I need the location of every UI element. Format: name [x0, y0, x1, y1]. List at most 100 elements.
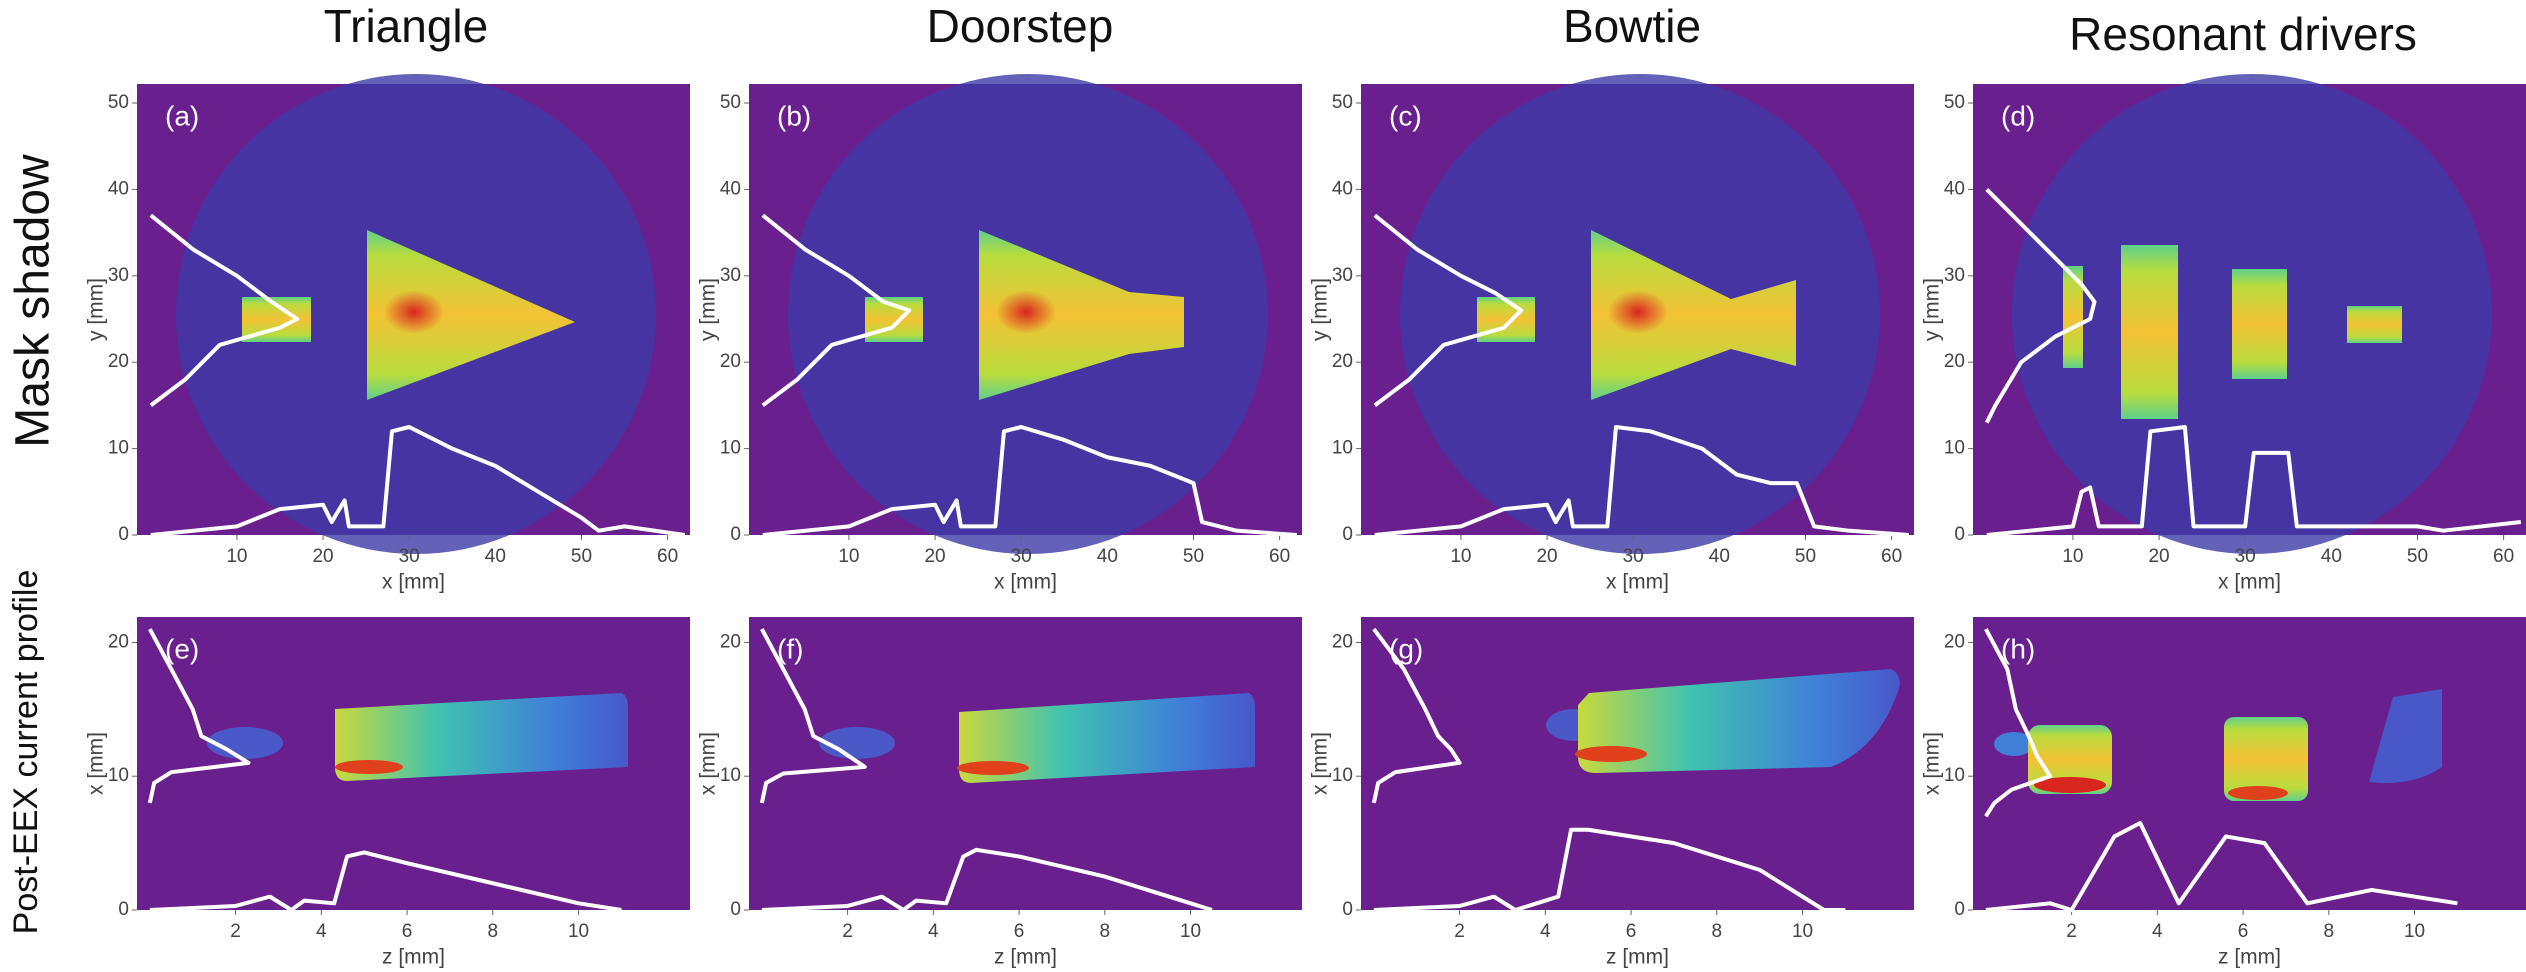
x-tick-label: 60 [2493, 546, 2514, 567]
x-tick-label: 2 [2066, 921, 2077, 942]
y-tick-label: 50 [1332, 92, 1353, 113]
y-tick-label: 10 [1332, 438, 1353, 459]
y-tick-label: 20 [1944, 631, 1965, 652]
x-tick-label: 8 [488, 921, 499, 942]
x-tick-label: 10 [2062, 546, 2083, 567]
x-tick-label: 10 [1792, 921, 1813, 942]
x-tick-label: 2 [1454, 921, 1465, 942]
figure: Triangle Doorstep Bowtie Resonant driver… [0, 0, 2526, 972]
x-tick-label: 20 [2148, 546, 2169, 567]
y-tick-label: 0 [1342, 524, 1353, 545]
y-tick-label: 0 [730, 524, 741, 545]
x-tick-label: 60 [1269, 546, 1290, 567]
shadow-shape [1477, 297, 1535, 342]
y-tick-label: 40 [720, 178, 741, 199]
shadow-shape [2121, 245, 2178, 419]
y-tick-label: 20 [108, 351, 129, 372]
y-axis-label: x [mm] [697, 732, 720, 795]
hot-spot [1608, 290, 1668, 334]
y-tick-label: 20 [720, 351, 741, 372]
row-title: Mask shadow [7, 154, 60, 448]
hot-spot [957, 761, 1029, 775]
y-tick-label: 10 [720, 765, 741, 786]
x-tick-label: 8 [1100, 921, 1111, 942]
y-tick-label: 0 [730, 899, 741, 920]
panel-label: (a) [165, 100, 199, 131]
x-tick-label: 4 [316, 921, 327, 942]
x-axis-label: x [mm] [994, 571, 1057, 594]
x-tick-label: 20 [312, 546, 333, 567]
y-axis-label: x [mm] [85, 732, 108, 795]
x-tick-label: 6 [2238, 921, 2249, 942]
panel-label: (c) [1389, 100, 1422, 131]
x-tick-label: 50 [1795, 546, 1816, 567]
x-axis-label: x [mm] [382, 571, 445, 594]
x-tick-label: 10 [2404, 921, 2425, 942]
x-axis-label: z [mm] [2218, 946, 2281, 969]
hot-spot [1575, 746, 1647, 762]
y-tick-label: 10 [1332, 765, 1353, 786]
y-tick-label: 20 [108, 631, 129, 652]
x-axis-label: z [mm] [1606, 946, 1669, 969]
panel-label: (h) [2001, 633, 2035, 664]
column-title: Triangle [324, 0, 488, 52]
x-tick-label: 20 [1536, 546, 1557, 567]
y-tick-label: 20 [1332, 631, 1353, 652]
x-tick-label: 40 [2321, 546, 2342, 567]
x-tick-label: 40 [1709, 546, 1730, 567]
x-tick-label: 20 [924, 546, 945, 567]
y-axis-label: y [mm] [1921, 278, 1944, 341]
x-tick-label: 2 [842, 921, 853, 942]
x-tick-label: 4 [1540, 921, 1551, 942]
y-tick-label: 30 [1944, 265, 1965, 286]
x-tick-label: 30 [2235, 546, 2256, 567]
column-title: Doorstep [927, 0, 1114, 52]
x-tick-label: 10 [1180, 921, 1201, 942]
x-tick-label: 30 [1623, 546, 1644, 567]
y-tick-label: 10 [1944, 438, 1965, 459]
x-tick-label: 10 [838, 546, 859, 567]
shadow-shape [2347, 306, 2402, 343]
x-tick-label: 40 [1097, 546, 1118, 567]
y-tick-label: 10 [1944, 765, 1965, 786]
x-tick-label: 50 [2407, 546, 2428, 567]
hot-spot [384, 290, 444, 334]
x-tick-label: 4 [928, 921, 939, 942]
panel-label: (f) [777, 633, 803, 664]
x-tick-label: 10 [226, 546, 247, 567]
hot-spot [2228, 786, 2288, 800]
y-axis-label: y [mm] [1309, 278, 1332, 341]
y-tick-label: 30 [1332, 265, 1353, 286]
panel-label: (g) [1389, 633, 1423, 664]
panel-label: (e) [165, 633, 199, 664]
y-tick-label: 40 [1944, 178, 1965, 199]
x-tick-label: 50 [1183, 546, 1204, 567]
y-tick-label: 10 [720, 438, 741, 459]
shadow-shape [2232, 269, 2287, 379]
x-tick-label: 8 [2324, 921, 2335, 942]
y-tick-label: 40 [1332, 178, 1353, 199]
hot-spot [996, 290, 1056, 334]
x-tick-label: 60 [1881, 546, 1902, 567]
y-tick-label: 40 [108, 178, 129, 199]
panel: 24681001020z [mm]x [mm](f) [697, 617, 1302, 969]
x-axis-label: z [mm] [382, 946, 445, 969]
y-axis-label: x [mm] [1921, 732, 1944, 795]
x-tick-label: 50 [571, 546, 592, 567]
hot-spot [335, 760, 403, 774]
y-axis-label: y [mm] [697, 278, 720, 341]
x-tick-label: 6 [402, 921, 413, 942]
x-tick-label: 6 [1626, 921, 1637, 942]
y-tick-label: 0 [1342, 899, 1353, 920]
y-tick-label: 0 [118, 524, 129, 545]
column-title: Resonant drivers [2069, 8, 2417, 60]
x-tick-label: 30 [1011, 546, 1032, 567]
x-tick-label: 2 [230, 921, 241, 942]
column-title: Bowtie [1563, 0, 1701, 52]
x-axis-label: x [mm] [2218, 571, 2281, 594]
y-tick-label: 0 [1954, 899, 1965, 920]
